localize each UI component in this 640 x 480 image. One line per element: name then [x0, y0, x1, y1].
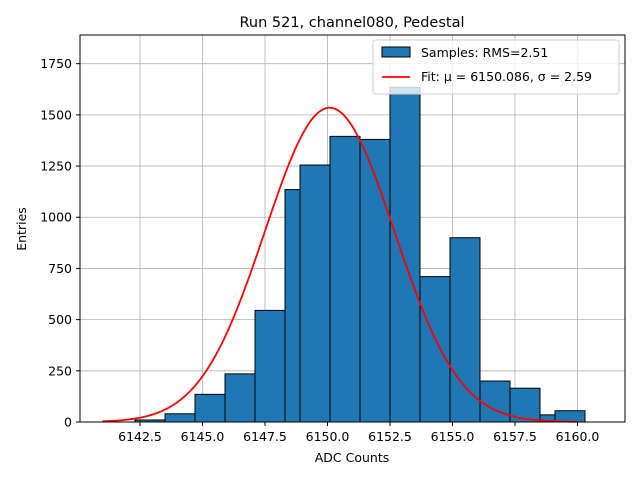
plot-frame: [79, 34, 626, 423]
histogram-bar: [299, 164, 331, 423]
x-tick-label: 6145.0: [181, 429, 225, 444]
histogram-bars: [134, 86, 586, 423]
histogram-bar: [284, 189, 301, 423]
histogram-bar: [419, 276, 451, 423]
x-tick-label: 6152.5: [368, 429, 412, 444]
y-axis-label: Entries: [14, 207, 29, 251]
histogram-bar: [224, 373, 256, 423]
histogram-bar: [329, 135, 361, 423]
histogram-bar: [254, 309, 286, 423]
histogram-bar: [449, 237, 481, 423]
x-tick-label: 6142.5: [118, 429, 162, 444]
histogram-bar: [164, 413, 196, 423]
legend-histogram-swatch: [381, 46, 411, 58]
legend-histogram-label: Samples: RMS=2.51: [421, 45, 548, 60]
x-tick-label: 6150.0: [306, 429, 350, 444]
histogram-bar: [479, 380, 511, 423]
chart-title: Run 521, channel080, Pedestal: [239, 15, 464, 31]
legend: Samples: RMS=2.51 Fit: μ = 6150.086, σ =…: [372, 39, 620, 95]
y-tick-label: 1000: [40, 210, 72, 225]
histogram-bar: [359, 138, 391, 423]
fit-curve: [102, 106, 578, 423]
legend-box: [372, 39, 620, 95]
y-tick-label: 750: [48, 261, 72, 276]
x-tick-label: 6160.0: [556, 429, 600, 444]
x-tick-label: 6157.5: [493, 429, 537, 444]
y-tick-label: 1500: [40, 107, 72, 122]
histogram-bar: [389, 86, 421, 423]
y-tick-label: 1250: [40, 159, 72, 174]
histogram-bar: [194, 393, 226, 423]
legend-fit-label: Fit: μ = 6150.086, σ = 2.59: [421, 69, 592, 84]
y-tick-label: 1750: [40, 56, 72, 71]
y-tick-label: 250: [48, 363, 72, 378]
x-tick-label: 6147.5: [243, 429, 287, 444]
axes: 6142.5 6145.0 6147.5 6150.0 6152.5 6155.0 6157…: [40, 34, 626, 444]
x-tick-label: 6155.0: [431, 429, 475, 444]
x-axis-label: ADC Counts: [315, 450, 390, 465]
y-tick-label: 500: [48, 312, 72, 327]
histogram-bar: [554, 410, 586, 423]
fit-curve-layer: [102, 106, 578, 423]
y-tick-label: 0: [64, 415, 72, 430]
